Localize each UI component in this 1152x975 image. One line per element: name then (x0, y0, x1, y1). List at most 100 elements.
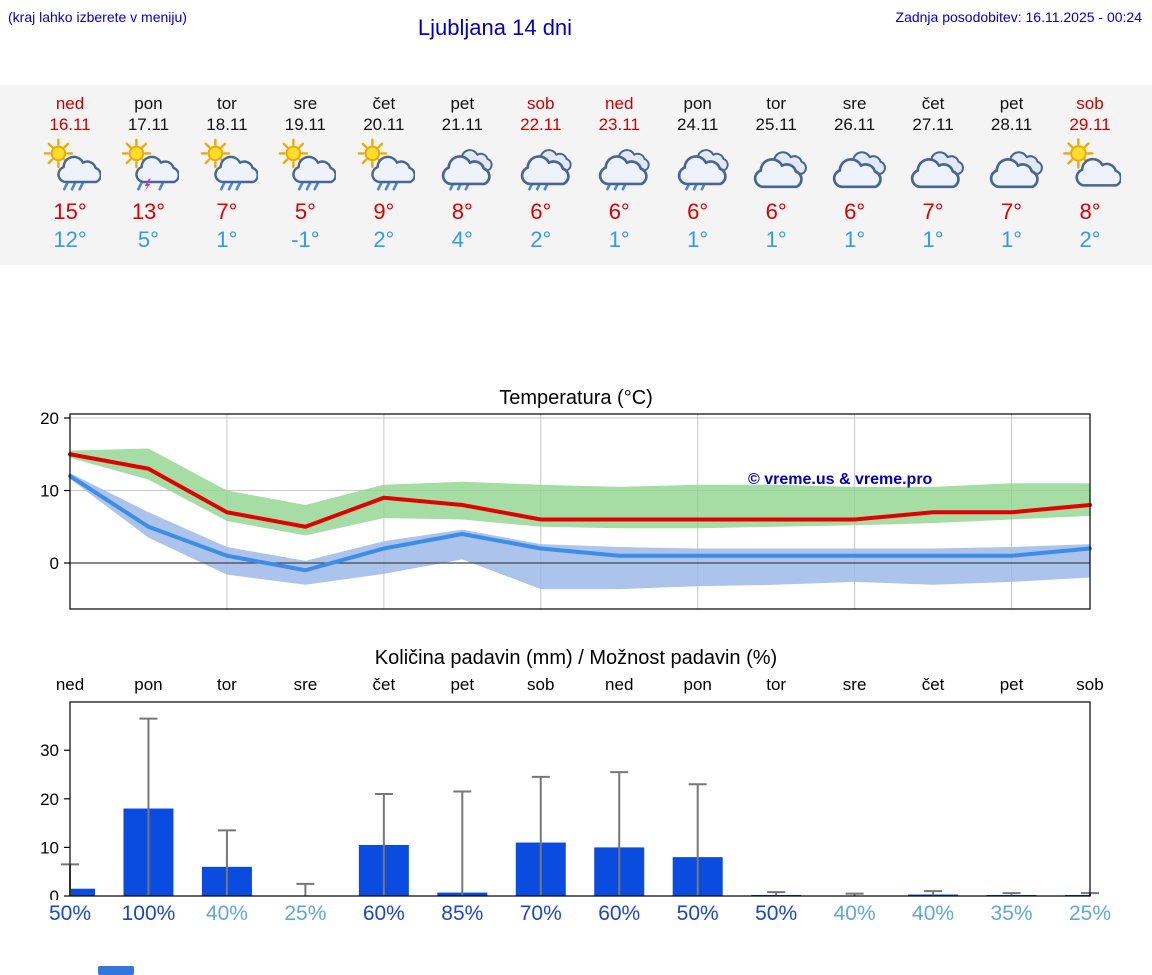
weather-icon-box (971, 138, 1053, 196)
precipitation-chart: 0 10 20 30 (40, 701, 1099, 900)
band-min-range (70, 473, 1090, 590)
temp-max: 7° (1001, 199, 1023, 224)
day-name: ned (605, 94, 634, 113)
temp-min: 12° (53, 227, 87, 252)
day-date: 21.11 (441, 115, 483, 134)
day-column: čet 20.11 9° 2° (343, 85, 425, 253)
temp-chart-title: Temperatura (°C) (499, 387, 653, 409)
precip-day-label: pon (134, 675, 163, 694)
y-tick-label: 20 (40, 790, 59, 809)
precip-day-label: ned (55, 675, 85, 694)
temp-max: 7° (922, 199, 944, 224)
day-name: tor (766, 94, 787, 113)
temp-max: 6° (530, 199, 552, 224)
y-tick-label: 0 (50, 554, 59, 573)
y-tick-label: 30 (40, 741, 59, 760)
day-name: tor (217, 94, 237, 113)
cloud-rain-icon (677, 149, 729, 191)
precip-day-label: ned (605, 675, 634, 694)
temp-min: 1° (216, 227, 238, 252)
day-date: 16.11 (49, 115, 91, 134)
weather-icon-box (657, 138, 739, 196)
day-column: pon 24.11 6° 1° (657, 85, 739, 253)
temp-max: 6° (608, 199, 630, 224)
weather-icon-box (500, 138, 582, 196)
day-date: 20.11 (363, 115, 405, 134)
y-tick-label: 0 (50, 887, 59, 900)
precip-percent: 25% (284, 902, 327, 925)
weather-icon-box (421, 138, 503, 196)
day-name: pet (999, 94, 1024, 113)
sun-cloud-rain-icon (357, 138, 416, 191)
precip-chart-title: Količina padavin (mm) / Možnost padavin … (374, 647, 778, 669)
precip-day-label: sre (293, 675, 318, 694)
sun-cloud-storm-icon (122, 138, 181, 193)
cloud-rain-icon (599, 149, 650, 191)
precip-day-labels-row: ned pon tor sre čet pet sob ned pon tor sre čet pet s… (0, 675, 1152, 697)
day-column: sre 26.11 6° 1° (814, 85, 896, 253)
day-name: sre (293, 94, 318, 113)
day-date: 19.11 (284, 115, 327, 134)
weather-icon-box (107, 138, 189, 196)
day-name: pet (450, 94, 475, 113)
sun-cloud-rain-icon (43, 138, 102, 191)
plot-border (69, 413, 1091, 610)
cloudy-icon (989, 151, 1043, 189)
weather-icon-box (343, 138, 425, 196)
day-date: 26.11 (833, 115, 876, 134)
temp-min: 2° (530, 227, 552, 252)
precip-day-label: tor (766, 675, 787, 694)
precip-percent: 35% (990, 902, 1033, 925)
weather-icon-box (29, 138, 111, 196)
precip-percent: 50% (755, 902, 798, 925)
day-name: čet (372, 94, 396, 113)
day-date: 28.11 (990, 115, 1033, 134)
day-column: sob 22.11 6° 2° (500, 85, 582, 253)
precip-day-label: čet (921, 675, 945, 694)
cloudy-icon (910, 151, 965, 189)
temperature-chart: 0 10 20 © vreme.us & vreme.pro (40, 409, 1092, 610)
day-date: 27.11 (912, 115, 954, 134)
precip-percent: 85% (441, 902, 484, 925)
precip-percent: 25% (1068, 902, 1112, 925)
weather-icon-box (264, 138, 346, 196)
temp-min: 2° (373, 227, 395, 252)
day-column: ned 23.11 6° 1° (578, 85, 660, 253)
precip-day-label: sob (527, 675, 555, 694)
temp-max: 8° (1079, 199, 1101, 224)
temp-min: 2° (1079, 227, 1101, 252)
weather-icon-box (814, 138, 896, 196)
day-date: 22.11 (520, 115, 562, 134)
temp-max: 13° (131, 199, 166, 224)
menu-hint: (kraj lahko izberete v meniju) (8, 9, 187, 25)
day-date: 17.11 (127, 115, 170, 134)
temp-max: 6° (844, 199, 866, 224)
cloud-rain-icon (520, 149, 572, 191)
precip-day-label: sre (842, 675, 867, 694)
precip-bar (70, 888, 95, 896)
weather-icon-box (1049, 138, 1131, 196)
weather-icon-box (186, 138, 268, 196)
temp-max: 8° (451, 199, 473, 224)
precip-percent: 70% (519, 902, 562, 925)
sun-cloud-rain-icon (200, 138, 259, 191)
day-column: sob 29.11 8° 2° (1049, 85, 1131, 253)
temp-min: 5° (137, 227, 159, 252)
weather-icon-box (735, 138, 817, 196)
watermark: © vreme.us & vreme.pro (748, 471, 933, 488)
precip-day-label: pet (999, 675, 1024, 694)
precip-percent: 40% (833, 902, 876, 925)
day-date: 29.11 (1069, 115, 1111, 134)
sun-cloud-icon (1063, 138, 1123, 187)
precip-day-label: čet (372, 675, 396, 694)
temp-min: 1° (922, 227, 944, 252)
day-date: 24.11 (677, 115, 719, 134)
day-name: pon (134, 94, 163, 113)
temp-max: 6° (765, 199, 787, 224)
day-name: pon (683, 94, 712, 113)
day-column: tor 18.11 7° 1° (186, 85, 268, 253)
series-max-temp (68, 452, 1092, 529)
temp-min: -1° (291, 227, 320, 252)
forecast-strip: ned 16.11 15° 12° pon 17.11 13° 5° tor 18.11 7° 1° s… (0, 85, 1152, 265)
